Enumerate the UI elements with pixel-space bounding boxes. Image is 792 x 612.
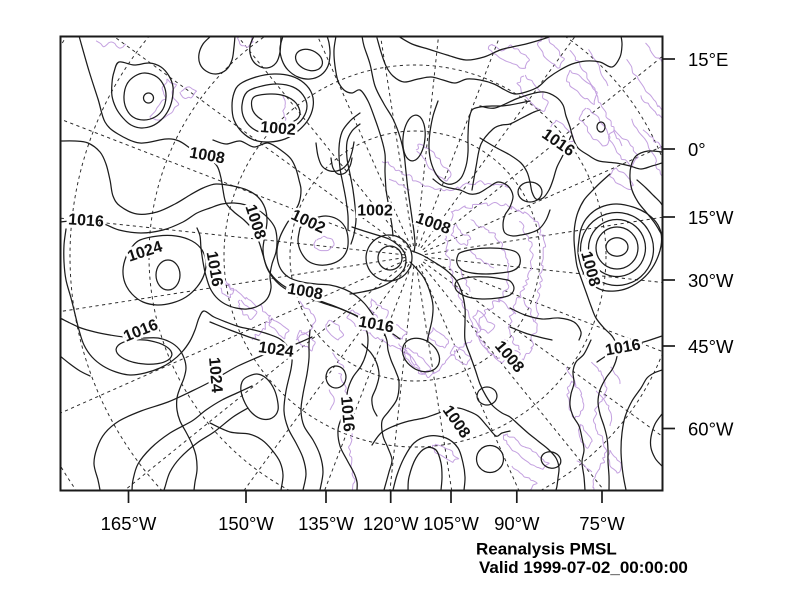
svg-text:0°: 0° bbox=[688, 139, 706, 160]
svg-text:75°W: 75°W bbox=[579, 513, 625, 534]
svg-text:1016: 1016 bbox=[68, 211, 105, 230]
svg-text:1002: 1002 bbox=[357, 203, 393, 220]
svg-text:Valid 1999-07-02_00:00:00: Valid 1999-07-02_00:00:00 bbox=[479, 558, 688, 577]
svg-text:Reanalysis PMSL: Reanalysis PMSL bbox=[476, 540, 617, 559]
svg-text:45°W: 45°W bbox=[688, 336, 734, 357]
svg-text:90°W: 90°W bbox=[494, 513, 540, 534]
svg-text:135°W: 135°W bbox=[298, 513, 354, 534]
svg-text:60°W: 60°W bbox=[688, 418, 734, 439]
svg-text:150°W: 150°W bbox=[218, 513, 274, 534]
svg-text:30°W: 30°W bbox=[688, 270, 734, 291]
svg-text:120°W: 120°W bbox=[363, 513, 419, 534]
svg-text:15°E: 15°E bbox=[688, 49, 728, 70]
svg-text:165°W: 165°W bbox=[101, 513, 157, 534]
svg-text:15°W: 15°W bbox=[688, 207, 734, 228]
svg-text:1002: 1002 bbox=[260, 119, 297, 139]
svg-text:1016: 1016 bbox=[604, 337, 642, 360]
svg-text:1024: 1024 bbox=[205, 357, 225, 394]
svg-text:1016: 1016 bbox=[337, 396, 357, 433]
svg-text:105°W: 105°W bbox=[423, 513, 479, 534]
